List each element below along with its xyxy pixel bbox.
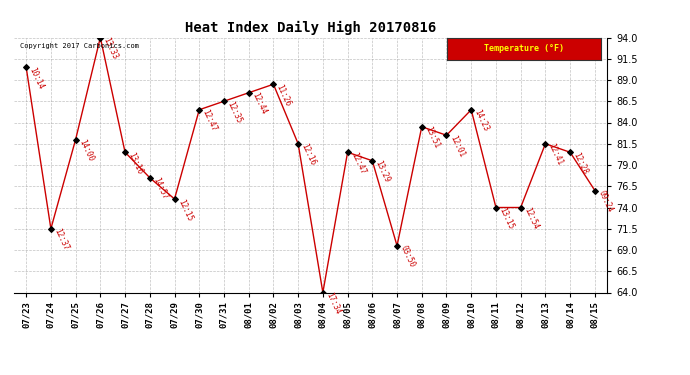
Point <box>317 290 328 296</box>
Point <box>169 196 180 202</box>
Point <box>466 107 477 113</box>
Text: 12:35: 12:35 <box>226 100 244 124</box>
Point <box>416 124 427 130</box>
Text: 10:14: 10:14 <box>28 66 46 91</box>
Point <box>194 107 205 113</box>
Text: 12:28: 12:28 <box>571 151 589 176</box>
Point <box>219 98 230 104</box>
Text: 11:26: 11:26 <box>275 83 293 108</box>
Point <box>491 204 502 210</box>
Text: 09:24: 09:24 <box>596 189 614 214</box>
Text: 13:16: 13:16 <box>126 151 144 176</box>
Point <box>367 158 378 164</box>
Text: 13:51: 13:51 <box>423 125 441 150</box>
Point <box>243 90 254 96</box>
Title: Heat Index Daily High 20170816: Heat Index Daily High 20170816 <box>185 21 436 35</box>
Point <box>515 204 526 210</box>
Text: 17:34: 17:34 <box>324 291 342 316</box>
Point <box>70 136 81 142</box>
Point <box>391 243 402 249</box>
Text: 12:47: 12:47 <box>349 151 367 176</box>
Point <box>46 226 57 232</box>
Point <box>441 132 452 138</box>
Text: 12:47: 12:47 <box>201 108 219 133</box>
Point <box>268 81 279 87</box>
Point <box>540 141 551 147</box>
Text: Copyright 2017 Carbonics.com: Copyright 2017 Carbonics.com <box>20 43 139 49</box>
Text: 03:50: 03:50 <box>398 244 416 269</box>
Text: 12:54: 12:54 <box>522 206 540 231</box>
Text: 12:15: 12:15 <box>176 198 194 222</box>
Text: 12:44: 12:44 <box>250 92 268 116</box>
Text: 14:23: 14:23 <box>473 108 491 133</box>
Point <box>95 34 106 40</box>
Text: 13:33: 13:33 <box>101 36 119 61</box>
Point <box>589 188 600 194</box>
Text: 13:15: 13:15 <box>497 206 515 231</box>
Text: 13:29: 13:29 <box>374 159 392 184</box>
Point <box>342 149 353 155</box>
Point <box>144 175 155 181</box>
Point <box>564 149 575 155</box>
Point <box>21 64 32 70</box>
Text: 12:37: 12:37 <box>52 227 70 252</box>
Point <box>293 141 304 147</box>
Point <box>119 149 130 155</box>
Text: 14:57: 14:57 <box>151 176 169 201</box>
Text: 12:01: 12:01 <box>448 134 466 159</box>
Text: 14:00: 14:00 <box>77 138 95 163</box>
Text: 12:41: 12:41 <box>546 142 564 167</box>
Text: 12:16: 12:16 <box>299 142 317 167</box>
